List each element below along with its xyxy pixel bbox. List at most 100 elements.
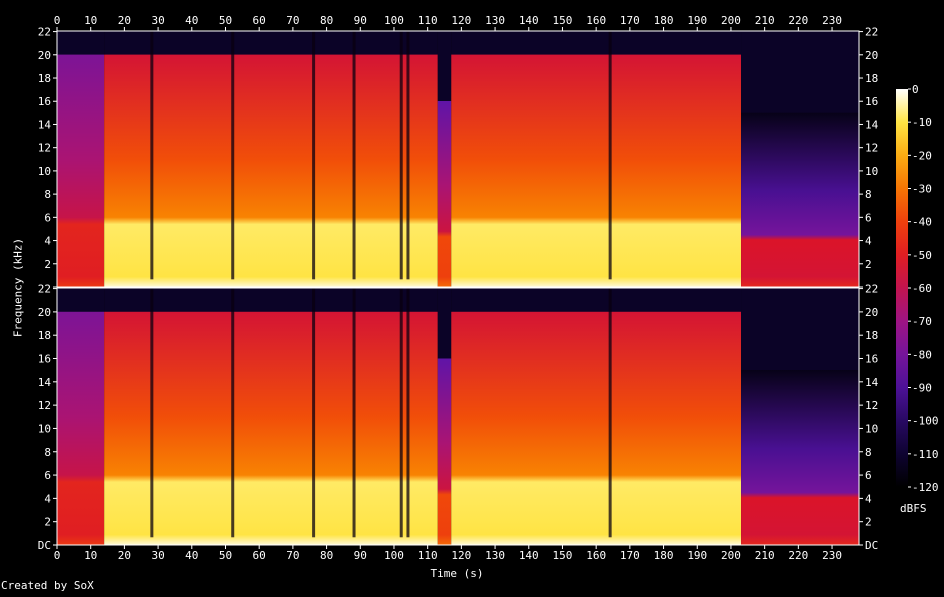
y-tick-label: 8	[865, 188, 872, 201]
y-tick-label: DC	[865, 539, 878, 552]
y-tick-label: 8	[44, 188, 51, 201]
dip-line-6	[406, 31, 410, 280]
dip-line-1	[150, 288, 154, 538]
x-tick-label: 0	[54, 549, 61, 562]
colorbar-tick-label: -110	[912, 448, 939, 461]
y-tick-label: 16	[865, 353, 878, 366]
y-tick-label: 4	[865, 235, 872, 248]
segment-5	[741, 288, 859, 545]
x-tick-label: 70	[286, 14, 299, 27]
x-tick-label: 130	[485, 14, 505, 27]
colorbar-tick-label: -40	[912, 216, 932, 229]
segment-1	[57, 288, 105, 545]
x-tick-label: 180	[654, 549, 674, 562]
colorbar-tick-label: -100	[912, 415, 939, 428]
colorbar-unit-label: dBFS	[900, 502, 927, 515]
panel-frame	[56, 30, 860, 288]
y-tick-label: 10	[38, 422, 51, 435]
x-tick-label: 100	[384, 549, 404, 562]
segment-4	[451, 288, 742, 545]
y-tick-label: 10	[38, 165, 51, 178]
x-tick-label: 30	[151, 549, 164, 562]
colorbar: 0 -10 -20 -30 -40 -50 -60 -70 -80 -90 -100 -110 -120	[896, 83, 939, 494]
y-tick-label: 22	[38, 283, 51, 296]
x-tick-label: 120	[451, 14, 471, 27]
x-tick-label: 140	[519, 14, 539, 27]
x-tick-label: 20	[118, 549, 131, 562]
y-tick-label: 16	[38, 353, 51, 366]
y-tick-label: 6	[865, 469, 872, 482]
x-axis-label: Time (s)	[430, 567, 484, 580]
x-tick-label: 60	[253, 14, 266, 27]
x-tick-label: 80	[320, 14, 333, 27]
y-tick-label: 22	[865, 26, 878, 39]
colorbar-tick-label: -50	[912, 249, 932, 262]
x-tick-label: 170	[620, 14, 640, 27]
y-tick-label: 16	[865, 95, 878, 108]
dip-line-2	[231, 288, 235, 538]
colorbar-tick-label: -120	[912, 481, 939, 494]
colorbar-tick-label: -70	[912, 315, 932, 328]
segment-5	[741, 31, 859, 287]
x-tick-label: 50	[219, 549, 232, 562]
x-tick-label: 90	[354, 14, 367, 27]
colorbar-tick-label: 0	[912, 83, 919, 96]
x-tick-label: 20	[118, 14, 131, 27]
x-tick-label: 50	[219, 14, 232, 27]
dip-line-3	[312, 288, 316, 538]
y-tick-label: 14	[38, 376, 52, 389]
x-tick-label: 60	[253, 549, 266, 562]
colorbar-gradient	[896, 89, 908, 487]
dip-line-4	[352, 288, 356, 538]
dip-line-2	[231, 31, 235, 280]
y-tick-label: 14	[865, 118, 879, 131]
x-tick-label: 10	[84, 549, 97, 562]
y-tick-label: 16	[38, 95, 51, 108]
y-tick-label: 2	[865, 516, 872, 529]
y-tick-label: 4	[44, 235, 51, 248]
y-tick-label: 6	[865, 211, 872, 224]
y-tick-label: 2	[44, 516, 51, 529]
colorbar-tick-label: -30	[912, 183, 932, 196]
dip-line-7	[608, 31, 612, 280]
x-tick-label: 180	[654, 14, 674, 27]
y-tick-label: 12	[38, 142, 51, 155]
x-tick-label: 0	[54, 14, 61, 27]
x-tick-label: 210	[755, 14, 775, 27]
y-tick-label: 12	[38, 399, 51, 412]
y-axis-label: Frequency (kHz)	[11, 237, 25, 338]
colorbar-tick-label: -10	[912, 116, 932, 129]
segment-2	[104, 31, 438, 287]
x-tick-label: 200	[721, 549, 741, 562]
y-tick-label: 6	[44, 211, 51, 224]
dip-line-3	[312, 31, 316, 280]
colorbar-tick-label: -20	[912, 149, 932, 162]
segment-3	[437, 31, 452, 287]
panel-frame	[56, 287, 860, 546]
y-tick-label: 20	[38, 49, 51, 62]
x-tick-label: 230	[822, 14, 842, 27]
x-tick-label: 40	[185, 14, 198, 27]
x-tick-label: 70	[286, 549, 299, 562]
y-tick-label: 18	[865, 329, 878, 342]
y-tick-label: 18	[865, 72, 878, 85]
dip-line-5	[399, 288, 403, 538]
dip-line-5	[399, 31, 403, 280]
x-tick-label: 190	[687, 549, 707, 562]
x-tick-label: 120	[451, 549, 471, 562]
y-tick-label: 20	[865, 49, 878, 62]
x-tick-label: 80	[320, 549, 333, 562]
colorbar-tick-label: -80	[912, 348, 932, 361]
y-tick-label: 6	[44, 469, 51, 482]
y-tick-label: 4	[44, 492, 51, 505]
dip-line-6	[406, 288, 410, 538]
dip-line-4	[352, 31, 356, 280]
x-axis: 0 0 10 10 20 20 30 30 40 40 50 50 60 60 70 70 80 80 90 90 10…	[54, 14, 842, 562]
y-tick-label: 4	[865, 492, 872, 505]
x-tick-label: 30	[151, 14, 164, 27]
x-tick-label: 210	[755, 549, 775, 562]
segment-3	[437, 288, 452, 545]
